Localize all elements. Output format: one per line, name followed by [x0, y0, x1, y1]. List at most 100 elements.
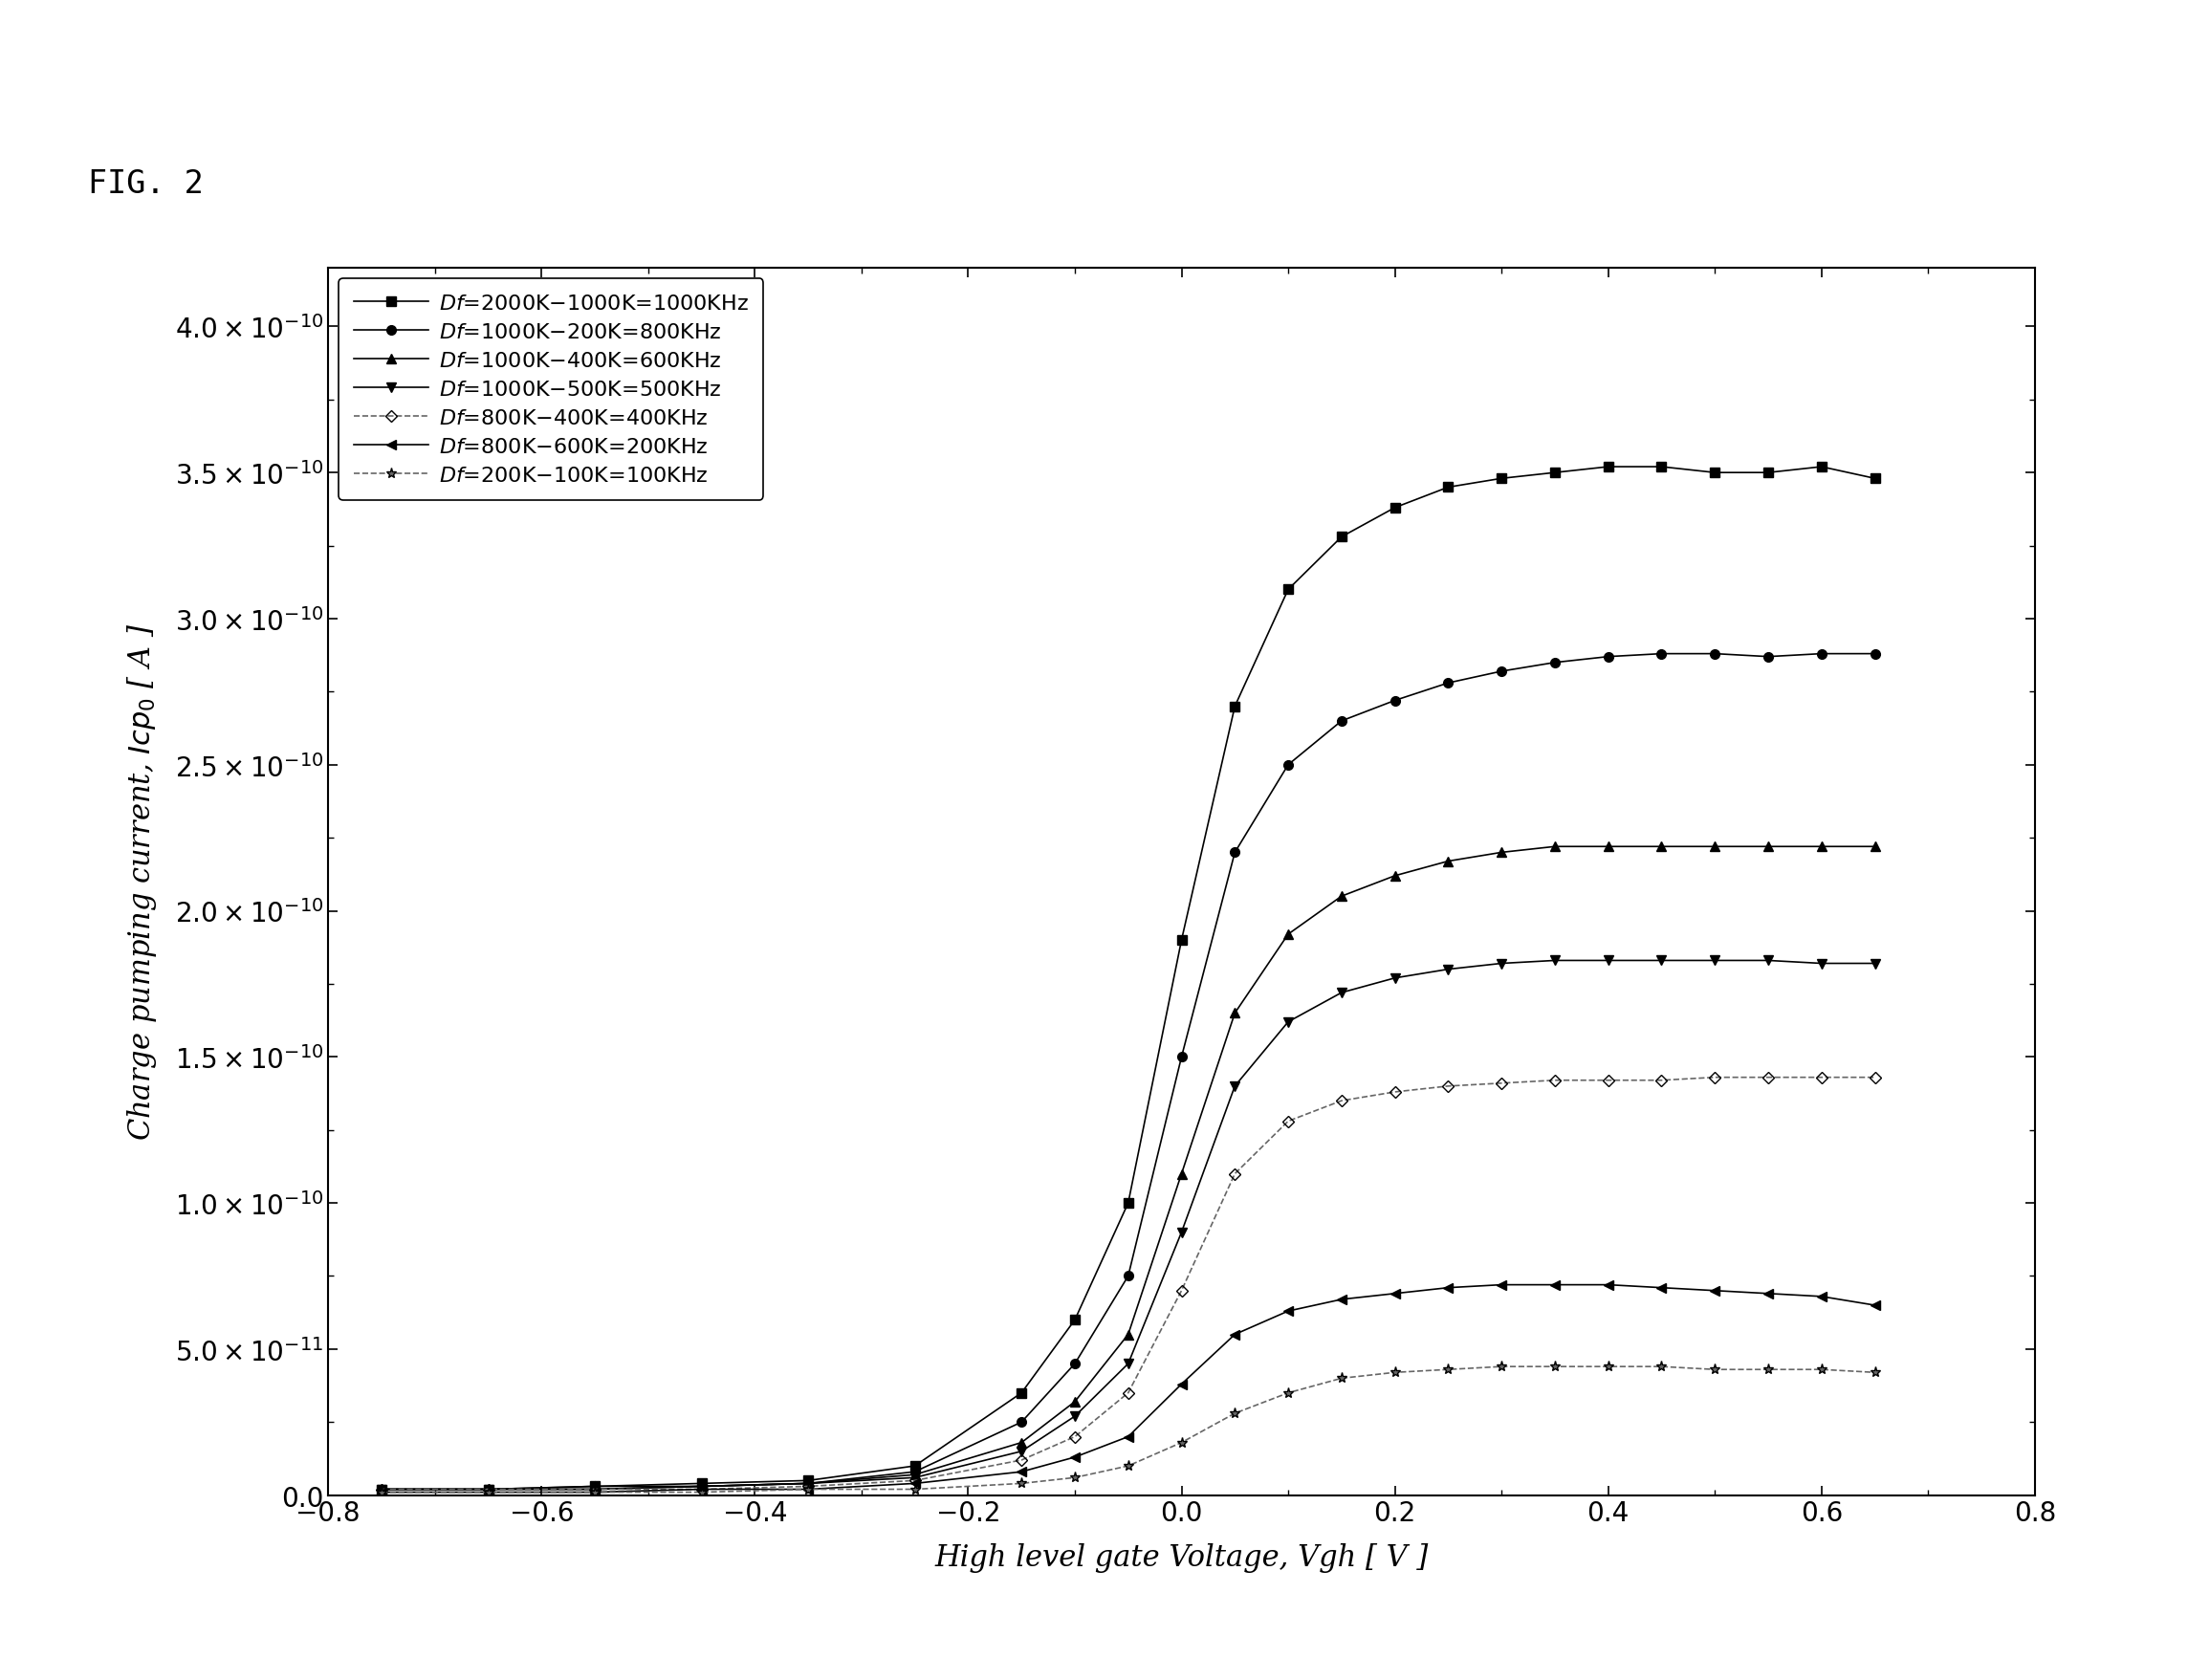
Df=800K-400K=400KHz — [1755, 1067, 1781, 1087]
Df=200K-100K=100KHz — [689, 1482, 715, 1502]
Df=1000K-200K=800KHz — [1807, 643, 1834, 664]
Df=800K-600K=200KHz — [1009, 1462, 1035, 1482]
Df=1000K-400K=600KHz — [1221, 1003, 1247, 1023]
Df=1000K-200K=800KHz — [1595, 647, 1621, 667]
Df=2000K-1000K=1000KHz — [901, 1457, 928, 1477]
Df=800K-400K=400KHz — [368, 1480, 394, 1500]
Df=800K-600K=200KHz — [1383, 1284, 1409, 1304]
Df=800K-600K=200KHz — [1807, 1287, 1834, 1307]
Df=800K-600K=200KHz — [1328, 1290, 1354, 1310]
Df=2000K-1000K=1000KHz — [1862, 469, 1888, 489]
Df=800K-600K=200KHz — [582, 1482, 608, 1502]
Df=1000K-500K=500KHz — [1755, 951, 1781, 971]
Df=200K-100K=100KHz — [1328, 1368, 1354, 1388]
Df=1000K-500K=500KHz — [1435, 959, 1462, 979]
Df=800K-600K=200KHz — [1702, 1280, 1729, 1300]
Df=1000K-200K=800KHz — [1383, 690, 1409, 711]
Df=200K-100K=100KHz — [1383, 1362, 1409, 1383]
Df=1000K-400K=600KHz — [582, 1480, 608, 1500]
Df=800K-400K=400KHz — [1061, 1426, 1087, 1446]
Df=1000K-500K=500KHz — [689, 1477, 715, 1497]
Df=1000K-500K=500KHz — [1221, 1077, 1247, 1097]
Df=800K-400K=400KHz — [475, 1480, 501, 1500]
Df=1000K-400K=600KHz — [368, 1480, 394, 1500]
Df=1000K-400K=600KHz — [1435, 852, 1462, 872]
Df=2000K-1000K=1000KHz — [1276, 580, 1302, 600]
Df=200K-100K=100KHz — [1862, 1362, 1888, 1383]
Df=1000K-500K=500KHz — [1862, 954, 1888, 974]
Df=1000K-200K=800KHz — [1009, 1413, 1035, 1433]
Df=800K-600K=200KHz — [1862, 1295, 1888, 1315]
Df=1000K-500K=500KHz — [794, 1473, 820, 1494]
Df=1000K-500K=500KHz — [1648, 951, 1674, 971]
Df=800K-600K=200KHz — [794, 1480, 820, 1500]
Df=200K-100K=100KHz — [1755, 1359, 1781, 1379]
Df=1000K-500K=500KHz — [1543, 951, 1569, 971]
Df=800K-600K=200KHz — [1595, 1275, 1621, 1295]
Df=2000K-1000K=1000KHz — [794, 1470, 820, 1490]
Df=800K-600K=200KHz — [1116, 1426, 1142, 1446]
Df=1000K-200K=800KHz — [1755, 647, 1781, 667]
Df=200K-100K=100KHz — [1807, 1359, 1834, 1379]
Df=1000K-200K=800KHz — [1543, 654, 1569, 674]
Df=200K-100K=100KHz — [1702, 1359, 1729, 1379]
X-axis label: High level gate Voltage, Vgh [ V ]: High level gate Voltage, Vgh [ V ] — [934, 1542, 1429, 1572]
Df=800K-400K=400KHz — [901, 1470, 928, 1490]
Df=1000K-500K=500KHz — [901, 1468, 928, 1488]
Df=1000K-200K=800KHz — [794, 1473, 820, 1494]
Df=1000K-500K=500KHz — [1061, 1406, 1087, 1426]
Df=1000K-200K=800KHz — [1862, 643, 1888, 664]
Df=800K-400K=400KHz — [1702, 1067, 1729, 1087]
Df=200K-100K=100KHz — [1648, 1357, 1674, 1378]
Df=200K-100K=100KHz — [1116, 1457, 1142, 1477]
Df=2000K-1000K=1000KHz — [582, 1477, 608, 1497]
Df=1000K-500K=500KHz — [1116, 1354, 1142, 1374]
Df=200K-100K=100KHz — [1009, 1473, 1035, 1494]
Df=1000K-400K=600KHz — [689, 1477, 715, 1497]
Df=800K-400K=400KHz — [1648, 1070, 1674, 1090]
Df=1000K-400K=600KHz — [1328, 887, 1354, 907]
Df=200K-100K=100KHz — [1221, 1403, 1247, 1423]
Line: Df=800K-600K=200KHz: Df=800K-600K=200KHz — [376, 1280, 1879, 1497]
Df=800K-600K=200KHz — [1168, 1374, 1195, 1394]
Df=200K-100K=100KHz — [1543, 1357, 1569, 1378]
Df=1000K-200K=800KHz — [901, 1462, 928, 1482]
Df=800K-600K=200KHz — [1435, 1278, 1462, 1299]
Df=1000K-200K=800KHz — [475, 1480, 501, 1500]
Df=1000K-500K=500KHz — [1168, 1223, 1195, 1243]
Df=2000K-1000K=1000KHz — [1116, 1193, 1142, 1213]
Df=2000K-1000K=1000KHz — [1435, 477, 1462, 497]
Df=1000K-400K=600KHz — [1116, 1324, 1142, 1344]
Df=1000K-500K=500KHz — [475, 1480, 501, 1500]
Df=1000K-500K=500KHz — [1595, 951, 1621, 971]
Df=800K-600K=200KHz — [475, 1482, 501, 1502]
Df=800K-400K=400KHz — [1328, 1090, 1354, 1110]
Df=2000K-1000K=1000KHz — [1488, 469, 1514, 489]
Df=800K-400K=400KHz — [1595, 1070, 1621, 1090]
Df=800K-600K=200KHz — [1543, 1275, 1569, 1295]
Line: Df=200K-100K=100KHz: Df=200K-100K=100KHz — [376, 1361, 1879, 1497]
Df=1000K-400K=600KHz — [1009, 1433, 1035, 1453]
Df=1000K-500K=500KHz — [1383, 968, 1409, 988]
Df=2000K-1000K=1000KHz — [1543, 464, 1569, 484]
Df=1000K-400K=600KHz — [1061, 1391, 1087, 1411]
Df=200K-100K=100KHz — [794, 1480, 820, 1500]
Df=800K-600K=200KHz — [1061, 1446, 1087, 1467]
Df=800K-400K=400KHz — [1807, 1067, 1834, 1087]
Df=1000K-500K=500KHz — [582, 1480, 608, 1500]
Df=1000K-200K=800KHz — [1702, 643, 1729, 664]
Df=2000K-1000K=1000KHz — [1383, 499, 1409, 519]
Df=800K-400K=400KHz — [1221, 1164, 1247, 1184]
Df=2000K-1000K=1000KHz — [1648, 457, 1674, 477]
Df=1000K-400K=600KHz — [1383, 867, 1409, 887]
Line: Df=800K-400K=400KHz: Df=800K-400K=400KHz — [379, 1074, 1879, 1494]
Df=1000K-500K=500KHz — [1009, 1441, 1035, 1462]
Df=2000K-1000K=1000KHz — [1328, 528, 1354, 548]
Df=1000K-400K=600KHz — [1168, 1164, 1195, 1184]
Df=800K-600K=200KHz — [1488, 1275, 1514, 1295]
Df=800K-600K=200KHz — [689, 1480, 715, 1500]
Df=1000K-200K=800KHz — [1221, 843, 1247, 864]
Df=1000K-200K=800KHz — [689, 1477, 715, 1497]
Df=200K-100K=100KHz — [1276, 1383, 1302, 1403]
Df=1000K-200K=800KHz — [1168, 1047, 1195, 1067]
